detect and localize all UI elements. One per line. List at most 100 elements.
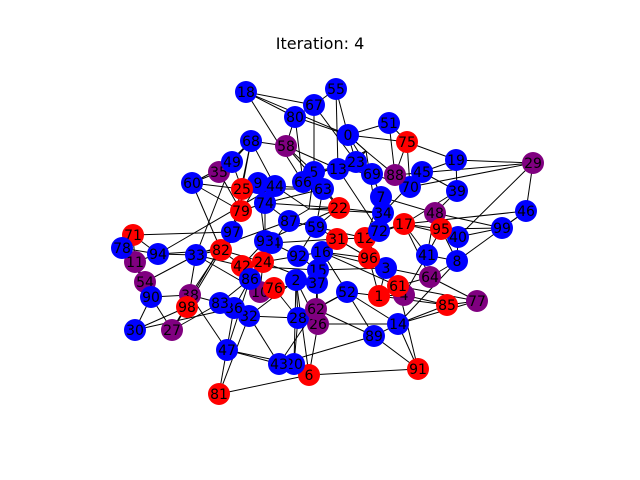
node-circle: [416, 244, 438, 266]
node-label: 76: [265, 281, 283, 297]
graph-edge: [456, 210, 527, 262]
graph-node: 16: [311, 241, 333, 263]
graph-node: 85: [436, 294, 458, 316]
graph-node: 25: [231, 178, 253, 200]
node-circle: [345, 151, 367, 173]
graph-node: 86: [239, 268, 261, 290]
node-label: 14: [389, 317, 407, 333]
graph-node: 96: [358, 247, 380, 269]
node-label: 44: [266, 179, 284, 195]
graph-node: 29: [522, 152, 544, 174]
node-circle: [292, 171, 314, 193]
node-circle: [268, 353, 290, 375]
node-label: 64: [421, 270, 439, 286]
graph-edge: [403, 210, 527, 225]
node-label: 55: [327, 82, 345, 98]
node-label: 13: [329, 162, 347, 178]
node-label: 31: [328, 232, 346, 248]
graph-node: 93: [254, 230, 276, 252]
node-label: 41: [418, 248, 436, 264]
node-circle: [393, 213, 415, 235]
node-label: 80: [286, 110, 304, 126]
graph-edge: [317, 267, 387, 271]
graph-node: 45: [411, 161, 433, 183]
graph-edge: [308, 368, 419, 376]
node-circle: [239, 268, 261, 290]
node-circle: [399, 176, 421, 198]
node-label: 85: [438, 298, 456, 314]
node-label: 88: [386, 168, 404, 184]
node-circle: [305, 216, 327, 238]
node-circle: [240, 130, 262, 152]
node-circle: [378, 112, 400, 134]
node-circle: [176, 296, 198, 318]
node-label: 23: [347, 155, 365, 171]
node-label: 92: [289, 249, 307, 265]
graph-node: 77: [466, 290, 488, 312]
graph-node: 76: [263, 277, 285, 299]
node-circle: [147, 243, 169, 265]
node-label: 96: [360, 251, 378, 267]
node-circle: [515, 200, 537, 222]
graph-node: 82: [210, 239, 232, 261]
graph-edge: [434, 212, 503, 229]
node-label: 91: [409, 362, 427, 378]
node-label: 19: [447, 153, 465, 169]
node-label: 79: [232, 204, 250, 220]
graph-node: 8: [446, 250, 468, 272]
node-label: 17: [395, 217, 413, 233]
graph-node: 79: [230, 200, 252, 222]
node-label: 11: [126, 255, 144, 271]
node-circle: [491, 217, 513, 239]
node-circle: [284, 106, 306, 128]
node-circle: [387, 275, 409, 297]
node-label: 86: [241, 272, 259, 288]
graph-node: 74: [254, 192, 276, 214]
graph-node: 78: [111, 237, 133, 259]
node-label: 58: [277, 139, 295, 155]
graph-node: 43: [268, 353, 290, 375]
graph-edge: [321, 251, 399, 287]
graph-node: 63: [312, 178, 334, 200]
node-circle: [407, 358, 429, 380]
node-label: 8: [453, 254, 462, 270]
node-circle: [368, 220, 390, 242]
node-label: 0: [344, 128, 353, 144]
graph-node: 27: [161, 319, 183, 341]
node-label: 39: [448, 184, 466, 200]
node-label: 99: [493, 221, 511, 237]
node-label: 93: [256, 234, 274, 250]
graph-node: 17: [393, 213, 415, 235]
node-circle: [254, 192, 276, 214]
graph-nodes: 0123456789101112131415161718192022232425…: [111, 78, 544, 405]
node-circle: [287, 307, 309, 329]
node-circle: [384, 164, 406, 186]
node-label: 61: [389, 279, 407, 295]
node-circle: [522, 152, 544, 174]
graph-node: 11: [124, 251, 146, 273]
graph-edge: [191, 182, 222, 251]
graph-node: 69: [361, 163, 383, 185]
graph-node: 3: [375, 257, 397, 279]
graph-node: 22: [328, 197, 350, 219]
node-circle: [230, 200, 252, 222]
node-circle: [181, 172, 203, 194]
graph-edge: [397, 260, 458, 325]
node-label: 37: [308, 276, 326, 292]
node-circle: [254, 230, 276, 252]
graph-node: 72: [368, 220, 390, 242]
node-label: 1: [375, 289, 384, 305]
graph-edge: [245, 91, 304, 183]
node-circle: [124, 251, 146, 273]
node-label: 60: [183, 176, 201, 192]
node-circle: [216, 339, 238, 361]
node-circle: [466, 290, 488, 312]
node-label: 24: [254, 255, 272, 271]
node-label: 70: [401, 180, 419, 196]
node-label: 77: [468, 294, 486, 310]
node-label: 90: [142, 290, 160, 306]
graph-node: 92: [287, 245, 309, 267]
node-circle: [209, 292, 231, 314]
graph-node: 51: [378, 112, 400, 134]
node-circle: [446, 250, 468, 272]
